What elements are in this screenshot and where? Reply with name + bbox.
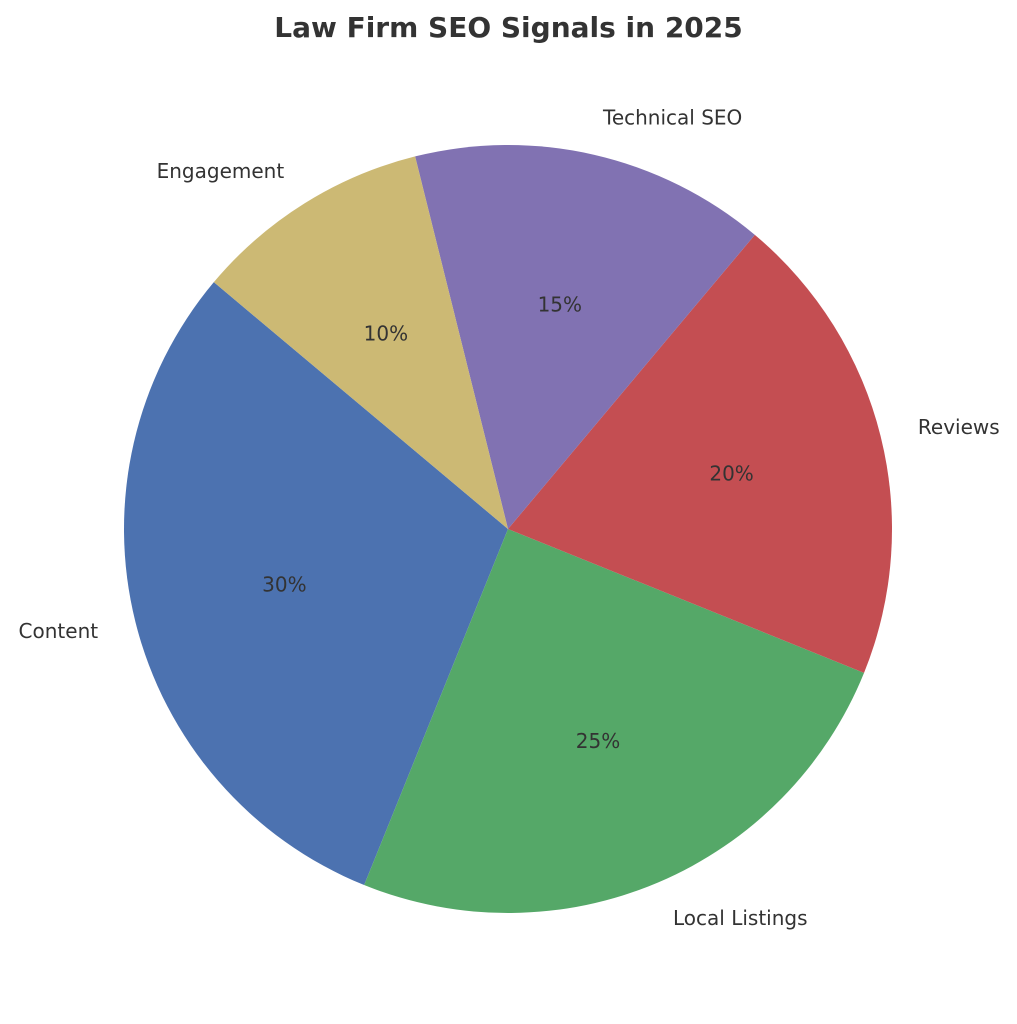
category-label: Engagement <box>157 159 285 183</box>
chart-title: Law Firm SEO Signals in 2025 <box>274 11 743 44</box>
percent-label: 15% <box>538 293 582 317</box>
percent-label: 20% <box>709 461 753 485</box>
pie-slice-engagement <box>213 156 508 529</box>
category-labels: Content Local Listings Reviews Technical SE… <box>19 105 1000 929</box>
category-label: Content <box>19 619 99 643</box>
category-label: Technical SEO <box>602 105 742 129</box>
pie-slices <box>123 145 893 914</box>
category-label: Local Listings <box>673 906 808 930</box>
pie-slice-local-listings <box>364 529 865 914</box>
pie-slice-content <box>123 282 509 886</box>
percent-label: 30% <box>262 573 306 597</box>
percent-label: 10% <box>364 322 408 346</box>
percent-labels: 30% 25% 20% 15% 10% <box>262 293 754 754</box>
category-label: Reviews <box>918 415 1000 439</box>
percent-label: 25% <box>576 729 620 753</box>
pie-slice-technical-seo <box>415 145 755 530</box>
pie-slice-reviews <box>508 234 893 673</box>
